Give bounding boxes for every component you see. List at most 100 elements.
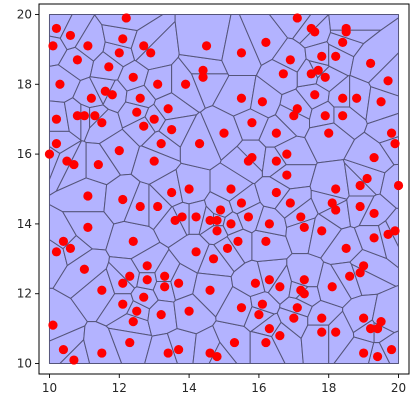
data-point [128, 72, 138, 82]
data-point [296, 212, 306, 222]
data-point [156, 310, 166, 320]
data-point [132, 107, 142, 117]
data-point [345, 271, 355, 281]
data-point [139, 121, 149, 131]
data-point [355, 180, 365, 191]
data-point [184, 184, 194, 194]
y-tick-label: 10 [17, 357, 32, 371]
data-point [184, 306, 194, 316]
data-point [65, 30, 76, 41]
data-point [51, 139, 62, 149]
data-point [383, 229, 393, 239]
data-point [317, 226, 327, 236]
data-point [317, 51, 327, 61]
data-point [376, 97, 386, 107]
data-point [139, 292, 149, 302]
data-point [69, 355, 79, 365]
data-point [355, 201, 365, 212]
data-point [250, 278, 261, 288]
data-point [104, 62, 114, 72]
data-point [160, 282, 170, 292]
data-point [359, 348, 369, 358]
data-point [167, 125, 177, 135]
x-tick-label: 12 [112, 381, 127, 395]
data-point [149, 156, 159, 166]
data-point [282, 149, 292, 159]
data-point [118, 194, 128, 205]
data-point [215, 205, 226, 215]
data-point [264, 219, 274, 229]
data-point [146, 48, 156, 58]
data-point [135, 201, 145, 212]
data-point [198, 65, 208, 75]
data-point [271, 128, 281, 138]
data-point [310, 27, 320, 37]
data-point [383, 76, 393, 86]
x-tick-label: 10 [42, 381, 57, 395]
data-point [118, 278, 128, 288]
x-tick-label: 18 [321, 381, 336, 395]
data-point [226, 184, 236, 194]
data-point [205, 348, 215, 358]
data-point [299, 289, 309, 299]
y-tick-label: 12 [17, 287, 32, 301]
data-point [83, 222, 93, 232]
data-point [313, 65, 323, 75]
data-point [257, 299, 267, 309]
data-point [51, 23, 62, 34]
data-point [306, 69, 316, 79]
data-point [174, 278, 184, 288]
y-tick-label: 20 [17, 7, 32, 21]
data-point [93, 159, 103, 170]
data-point [264, 275, 274, 285]
data-point [90, 111, 100, 121]
data-point [86, 93, 96, 103]
data-point [261, 37, 271, 48]
data-point [369, 152, 379, 163]
data-point [327, 282, 337, 292]
data-point [338, 111, 348, 121]
data-point [65, 243, 76, 253]
data-point [366, 324, 376, 334]
data-points [44, 13, 404, 365]
data-point [212, 226, 222, 236]
data-point [69, 159, 79, 170]
data-point [135, 93, 145, 103]
data-point [331, 51, 341, 61]
data-point [48, 41, 58, 51]
data-point [236, 48, 247, 58]
data-point [58, 344, 69, 355]
data-point [219, 128, 229, 138]
x-axis-ticks: 10 12 14 16 18 20 [42, 374, 406, 395]
data-point [198, 72, 208, 82]
data-point [153, 79, 163, 89]
data-point [222, 243, 233, 253]
data-point [359, 261, 369, 271]
data-point [44, 149, 55, 159]
data-point [201, 41, 212, 51]
data-point [163, 348, 173, 358]
data-point [205, 285, 215, 295]
data-point [212, 215, 222, 226]
data-point [58, 236, 69, 246]
data-point [257, 97, 267, 107]
data-point [282, 170, 292, 180]
data-point [324, 128, 334, 138]
data-point [338, 93, 348, 103]
data-point [233, 236, 243, 246]
data-point [51, 114, 62, 124]
data-point [79, 111, 89, 121]
data-point [163, 104, 173, 114]
data-point [320, 111, 330, 121]
data-point [128, 317, 138, 327]
data-point [118, 34, 128, 44]
data-point [72, 111, 82, 121]
data-point [285, 55, 295, 65]
data-point [366, 58, 376, 68]
x-tick-label: 16 [251, 381, 266, 395]
data-point [114, 48, 124, 58]
data-point [292, 104, 302, 114]
data-point [292, 303, 302, 313]
data-point [118, 299, 128, 309]
data-point [289, 111, 299, 121]
